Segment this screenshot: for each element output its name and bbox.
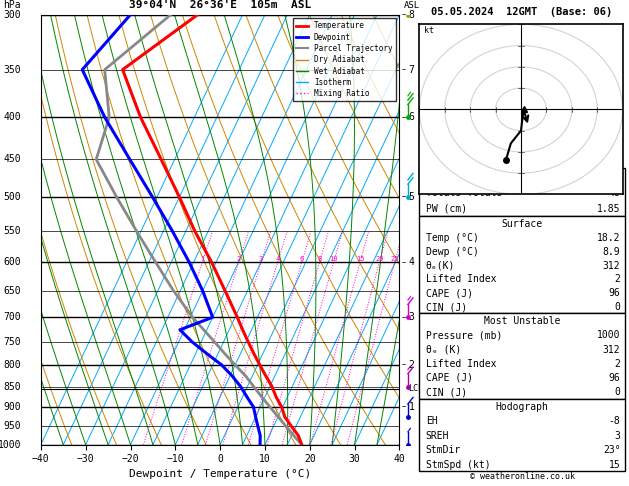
Text: 10: 10	[330, 256, 338, 262]
Text: -8: -8	[609, 416, 620, 426]
Text: Totals Totals: Totals Totals	[426, 188, 502, 198]
Text: 6: 6	[299, 256, 304, 262]
Text: 350: 350	[4, 65, 21, 75]
Text: 05.05.2024  12GMT  (Base: 06): 05.05.2024 12GMT (Base: 06)	[431, 7, 613, 17]
Text: Surface: Surface	[501, 219, 543, 229]
Text: θₑ(K): θₑ(K)	[426, 260, 455, 271]
Text: 8: 8	[408, 10, 415, 19]
Text: StmDir: StmDir	[426, 445, 461, 455]
Text: 7: 7	[408, 65, 415, 75]
Text: 3: 3	[259, 256, 264, 262]
Text: LCL: LCL	[408, 384, 423, 393]
Text: 312: 312	[603, 260, 620, 271]
Text: –: –	[401, 113, 406, 122]
Text: km
ASL: km ASL	[404, 0, 420, 10]
Text: 1000: 1000	[0, 440, 21, 450]
Text: CAPE (J): CAPE (J)	[426, 373, 473, 383]
Text: 2: 2	[615, 359, 620, 369]
Text: 1.85: 1.85	[597, 204, 620, 214]
Text: 5: 5	[408, 192, 415, 202]
Text: 96: 96	[609, 288, 620, 298]
Text: 500: 500	[4, 192, 21, 202]
Text: Hodograph: Hodograph	[496, 401, 548, 412]
Text: 800: 800	[4, 360, 21, 370]
Text: CAPE (J): CAPE (J)	[426, 288, 473, 298]
Bar	[420, 313, 625, 399]
Text: StmSpd (kt): StmSpd (kt)	[426, 460, 491, 470]
Text: Temp (°C): Temp (°C)	[426, 233, 479, 243]
Text: Most Unstable: Most Unstable	[484, 316, 560, 326]
Text: 700: 700	[4, 312, 21, 322]
Text: –: –	[401, 65, 406, 74]
Text: –: –	[401, 313, 406, 322]
Text: –: –	[401, 402, 406, 412]
Text: PW (cm): PW (cm)	[426, 204, 467, 214]
Text: kt: kt	[425, 26, 435, 35]
Text: 25: 25	[391, 256, 399, 262]
Text: Pressure (mb): Pressure (mb)	[426, 330, 502, 340]
Text: 3: 3	[408, 312, 415, 322]
Text: Lifted Index: Lifted Index	[426, 275, 496, 284]
Text: EH: EH	[426, 416, 438, 426]
Bar	[420, 168, 625, 216]
Text: 39°04'N  26°36'E  105m  ASL: 39°04'N 26°36'E 105m ASL	[129, 0, 311, 10]
Text: 2: 2	[408, 360, 415, 370]
X-axis label: Dewpoint / Temperature (°C): Dewpoint / Temperature (°C)	[129, 469, 311, 479]
Bar	[420, 399, 625, 471]
Text: Mixing Ratio (g/kg): Mixing Ratio (g/kg)	[423, 182, 433, 277]
Text: CIN (J): CIN (J)	[426, 302, 467, 312]
Text: 0: 0	[615, 302, 620, 312]
Text: K: K	[426, 172, 431, 182]
Text: 1000: 1000	[597, 330, 620, 340]
Text: 300: 300	[4, 10, 21, 19]
Text: 2: 2	[237, 256, 241, 262]
Text: 4: 4	[276, 256, 280, 262]
Text: –: –	[401, 10, 406, 19]
Text: 23°: 23°	[603, 445, 620, 455]
Text: 8.9: 8.9	[603, 247, 620, 257]
Text: 400: 400	[4, 112, 21, 122]
Text: 750: 750	[4, 337, 21, 347]
Text: 3: 3	[615, 431, 620, 441]
Text: © weatheronline.co.uk: © weatheronline.co.uk	[470, 472, 574, 481]
Text: 48: 48	[609, 188, 620, 198]
Text: 950: 950	[4, 421, 21, 432]
Text: 650: 650	[4, 286, 21, 296]
Text: 1: 1	[200, 256, 204, 262]
Text: 4: 4	[408, 257, 415, 267]
Text: CIN (J): CIN (J)	[426, 387, 467, 397]
Text: 96: 96	[609, 373, 620, 383]
Text: 15: 15	[356, 256, 364, 262]
Text: θₑ (K): θₑ (K)	[426, 345, 461, 355]
Legend: Temperature, Dewpoint, Parcel Trajectory, Dry Adiabat, Wet Adiabat, Isotherm, Mi: Temperature, Dewpoint, Parcel Trajectory…	[293, 18, 396, 101]
Text: –: –	[401, 192, 406, 202]
Text: –: –	[401, 361, 406, 369]
Text: 850: 850	[4, 382, 21, 392]
Text: 8: 8	[318, 256, 321, 262]
Text: –: –	[401, 258, 406, 267]
Text: 18.2: 18.2	[597, 233, 620, 243]
Text: SREH: SREH	[426, 431, 449, 441]
Text: 450: 450	[4, 155, 21, 164]
Text: 2: 2	[615, 275, 620, 284]
Text: Dewp (°C): Dewp (°C)	[426, 247, 479, 257]
Text: 15: 15	[609, 460, 620, 470]
Text: 6: 6	[408, 112, 415, 122]
Text: Lifted Index: Lifted Index	[426, 359, 496, 369]
Text: 25: 25	[609, 172, 620, 182]
Text: 20: 20	[375, 256, 384, 262]
Bar	[420, 216, 625, 313]
Text: 1: 1	[408, 402, 415, 412]
Text: 0: 0	[615, 387, 620, 397]
Text: hPa: hPa	[4, 0, 21, 10]
Text: 312: 312	[603, 345, 620, 355]
Text: 550: 550	[4, 226, 21, 236]
Text: 600: 600	[4, 257, 21, 267]
Text: 900: 900	[4, 402, 21, 412]
